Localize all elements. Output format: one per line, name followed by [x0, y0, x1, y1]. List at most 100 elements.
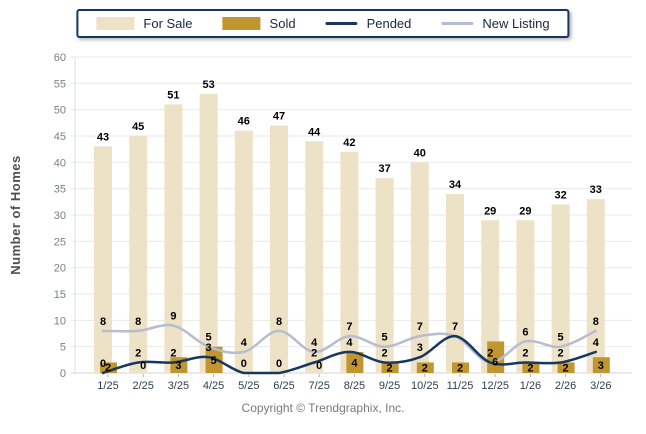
y-tick-label: 10: [54, 315, 66, 327]
bar-sold: [381, 362, 399, 373]
month-label: 3/26: [590, 380, 611, 392]
sold-value: 0: [140, 360, 146, 372]
month-label: 10/25: [411, 380, 439, 392]
legend-label: For Sale: [143, 16, 193, 31]
new-listing-value: 6: [522, 326, 528, 338]
sold-value: 5: [211, 355, 217, 367]
new-listing-value: 5: [558, 332, 564, 344]
bar-sold: [557, 362, 575, 373]
y-tick-label: 45: [54, 131, 66, 143]
pended-value: 2: [522, 347, 528, 359]
legend-bar-swatch: [222, 17, 261, 30]
bar-for-sale: [164, 104, 183, 374]
bar-for-sale: [340, 151, 359, 373]
for-sale-value: 42: [343, 137, 355, 149]
sold-value: 2: [563, 363, 569, 375]
pended-value: 2: [382, 347, 388, 359]
new-listing-value: 7: [346, 321, 352, 333]
month-label: 5/25: [238, 380, 259, 392]
pended-value: 2: [558, 347, 564, 359]
y-tick-label: 55: [54, 78, 66, 90]
bar-for-sale: [516, 220, 535, 373]
copyright-text: Copyright © Trendgraphix, Inc.: [241, 401, 405, 415]
legend-bar-swatch: [96, 17, 135, 30]
bar-sold: [100, 362, 117, 373]
trend-lines: [101, 323, 598, 375]
for-sale-value: 46: [238, 116, 250, 128]
bar-sold: [346, 351, 364, 373]
y-tick-label: 15: [54, 289, 66, 301]
bar-for-sale: [375, 178, 394, 373]
bar-for-sale: [94, 146, 112, 373]
y-tick-label: 25: [54, 236, 66, 248]
sold-value: 2: [527, 363, 533, 375]
sold-value: 0: [316, 360, 322, 372]
new-listing-value: 8: [276, 316, 282, 328]
sold-value: 2: [387, 363, 393, 375]
bar-for-sale: [446, 193, 464, 373]
pended-value: 3: [206, 342, 212, 354]
pended-value: 2: [311, 347, 317, 359]
new-listing-value: 4: [241, 337, 248, 349]
pended-line: [101, 334, 598, 375]
for-sale-value: 33: [590, 184, 602, 196]
y-tick-label: 40: [54, 157, 66, 169]
sold-value: 6: [492, 356, 498, 368]
y-tick-label: 0: [60, 368, 66, 380]
bar-for-sale: [410, 162, 429, 373]
bar-for-sale: [551, 204, 570, 373]
sold-value: 2: [422, 363, 428, 375]
legend-item-pended: Pended: [325, 16, 411, 31]
for-sale-value: 29: [519, 205, 531, 217]
for-sale-value: 44: [308, 126, 321, 138]
bar-for-sale: [270, 125, 288, 373]
new-listing-value: 9: [170, 311, 176, 323]
pended-value: 2: [170, 347, 176, 359]
month-label: 1/26: [520, 380, 541, 392]
bar-for-sale: [481, 220, 500, 373]
y-tick-label: 5: [60, 342, 66, 354]
bar-sold: [522, 362, 540, 373]
new-listing-line: [101, 323, 598, 364]
legend-line-swatch: [325, 22, 358, 25]
new-listing-value: 7: [417, 321, 423, 333]
legend-label: New Listing: [482, 16, 550, 31]
month-label: 3/25: [168, 380, 189, 392]
pended-value: 0: [276, 358, 282, 370]
month-label: 11/25: [447, 380, 474, 392]
y-tick-label: 20: [54, 263, 66, 275]
new-listing-value: 7: [452, 321, 458, 333]
month-label: 12/25: [481, 380, 509, 392]
new-listing-value: 4: [311, 337, 318, 349]
for-sale-value: 45: [132, 121, 144, 133]
new-listing-value: 8: [593, 316, 599, 328]
sold-value: 4: [351, 357, 358, 369]
pended-value: 0: [241, 358, 247, 370]
sold-value: 3: [598, 360, 604, 372]
month-label: 6/25: [273, 380, 294, 392]
for-sale-value: 43: [97, 132, 109, 144]
bar-for-sale: [129, 136, 148, 373]
legend-line-swatch: [441, 22, 474, 25]
month-label: 2/26: [555, 380, 576, 392]
month-label: 8/25: [344, 380, 365, 392]
new-listing-value: 5: [382, 332, 388, 344]
new-listing-value: 2: [487, 347, 493, 359]
month-label: 2/25: [132, 380, 153, 392]
for-sale-value: 53: [202, 79, 214, 91]
y-tick-label: 35: [54, 184, 66, 196]
bar-for-sale: [234, 130, 253, 373]
bar-for-sale: [305, 141, 324, 373]
new-listing-value: 8: [135, 316, 141, 328]
month-label: 4/25: [203, 380, 224, 392]
bar-sold: [416, 362, 434, 373]
y-tick-label: 30: [54, 210, 66, 222]
month-label: 9/25: [379, 380, 400, 392]
new-listing-value: 5: [206, 332, 212, 344]
pended-value: 3: [417, 342, 423, 354]
for-sale-value: 47: [273, 110, 285, 122]
value-labels: 4380245820519235353546404780444204274437…: [97, 79, 604, 375]
sold-value: 2: [457, 363, 463, 375]
x-axis-labels: 1/25 2/25 3/25 4/25 5/25 6/25 7/25 8/25 9/25 10/2…: [97, 374, 612, 392]
